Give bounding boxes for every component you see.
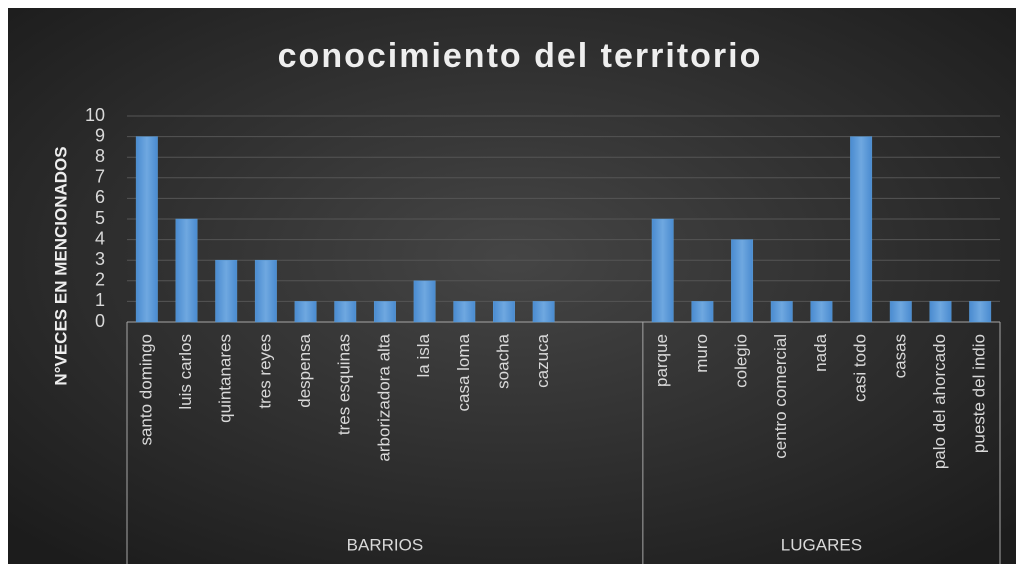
x-tick-label: parque bbox=[652, 334, 671, 387]
y-tick-label: 4 bbox=[95, 228, 105, 248]
y-tick-label: 9 bbox=[95, 125, 105, 145]
bar bbox=[651, 218, 674, 323]
group-label: LUGARES bbox=[781, 535, 862, 554]
y-tick-label: 5 bbox=[95, 208, 105, 228]
bar bbox=[969, 301, 992, 323]
bar bbox=[889, 301, 912, 323]
x-tick-label: casa loma bbox=[454, 333, 473, 411]
bar bbox=[810, 301, 833, 323]
x-tick-label: nada bbox=[811, 333, 830, 371]
x-tick-label: arborizadora alta bbox=[374, 333, 393, 461]
group-label: BARRIOS bbox=[347, 535, 424, 554]
x-tick-label: despensa bbox=[295, 333, 314, 407]
bar bbox=[373, 301, 396, 323]
x-tick-label: tres reyes bbox=[255, 334, 274, 409]
bar bbox=[850, 136, 873, 323]
bar bbox=[413, 280, 436, 323]
x-tick-label: la isla bbox=[414, 333, 433, 377]
y-tick-label: 0 bbox=[95, 311, 105, 331]
bar bbox=[929, 301, 952, 323]
bar bbox=[532, 301, 555, 323]
x-tick-label: soacha bbox=[493, 333, 512, 388]
x-tick-label: santo domingo bbox=[136, 334, 155, 446]
bar bbox=[175, 218, 198, 323]
bar bbox=[691, 301, 714, 323]
x-tick-label: centro comercial bbox=[771, 334, 790, 459]
bar bbox=[334, 301, 357, 323]
y-tick-label: 1 bbox=[95, 290, 105, 310]
y-axis-label: N°VECES EN MENCIONADOS bbox=[51, 146, 70, 385]
y-tick-label: 3 bbox=[95, 249, 105, 269]
bar bbox=[294, 301, 317, 323]
x-tick-label: palo del ahorcado bbox=[930, 334, 949, 469]
bar bbox=[770, 301, 793, 323]
bar bbox=[493, 301, 515, 323]
x-tick-label: cazuca bbox=[533, 333, 552, 387]
bar bbox=[215, 259, 238, 323]
x-tick-label: muro bbox=[692, 334, 711, 373]
bar bbox=[731, 239, 754, 323]
x-tick-label: luis carlos bbox=[176, 334, 195, 410]
x-tick-label: casi todo bbox=[851, 334, 870, 402]
chart-title: conocimiento del territorio bbox=[278, 37, 763, 75]
bar bbox=[254, 259, 277, 323]
y-tick-label: 7 bbox=[95, 167, 105, 187]
y-tick-label: 6 bbox=[95, 187, 105, 207]
x-tick-label: casas bbox=[890, 334, 909, 378]
y-tick-label: 2 bbox=[95, 270, 105, 290]
x-tick-label: tres esquinas bbox=[335, 334, 354, 435]
x-tick-label: colegio bbox=[732, 334, 751, 388]
x-tick-label: quintanares bbox=[216, 334, 235, 423]
bar bbox=[453, 301, 476, 323]
x-tick-label: pueste del indio bbox=[970, 334, 989, 453]
bar bbox=[135, 136, 158, 323]
y-tick-label: 8 bbox=[95, 146, 105, 166]
y-tick-label: 10 bbox=[85, 105, 105, 125]
